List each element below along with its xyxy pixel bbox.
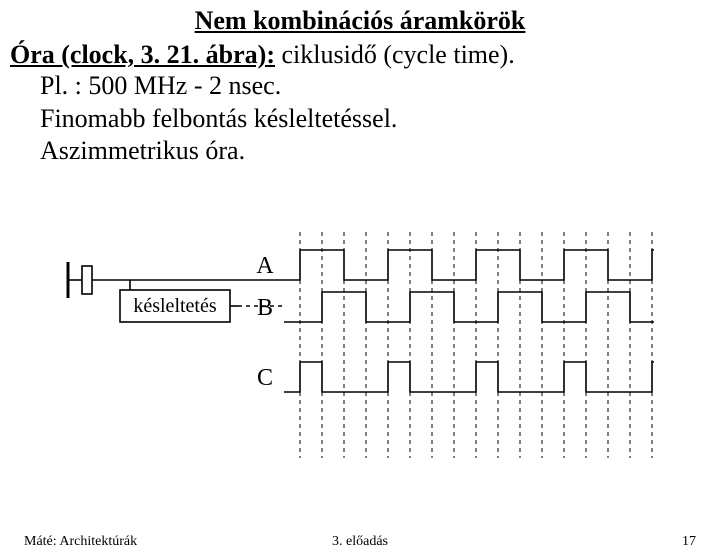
subtitle-line: Óra (clock, 3. 21. ábra): ciklusidő (cyc… [10, 40, 720, 70]
label-a: A [256, 253, 274, 279]
label-c: C [257, 365, 273, 391]
subtitle-rest: ciklusidő (cycle time). [275, 40, 515, 69]
subtitle-bold: Óra (clock, 3. 21. ábra): [10, 40, 275, 69]
footer-page-number: 17 [682, 534, 696, 550]
delay-label: késleltetés [133, 295, 217, 317]
crystal-icon [82, 266, 92, 294]
body-text: Pl. : 500 MHz - 2 nsec. Finomabb felbont… [40, 70, 720, 168]
signal-a-wave [284, 250, 654, 280]
page-title: Nem kombinációs áramkörök [0, 6, 720, 36]
label-b: B [257, 295, 273, 321]
body-line-2: Finomabb felbontás késleltetéssel. [40, 103, 720, 136]
signal-b-wave [284, 292, 654, 322]
clock-diagram: AB Ckésleltetés [60, 226, 660, 466]
footer-center: 3. előadás [0, 534, 720, 550]
body-line-1: Pl. : 500 MHz - 2 nsec. [40, 70, 720, 103]
body-line-3: Aszimmetrikus óra. [40, 135, 720, 168]
signal-c-wave [284, 362, 654, 392]
